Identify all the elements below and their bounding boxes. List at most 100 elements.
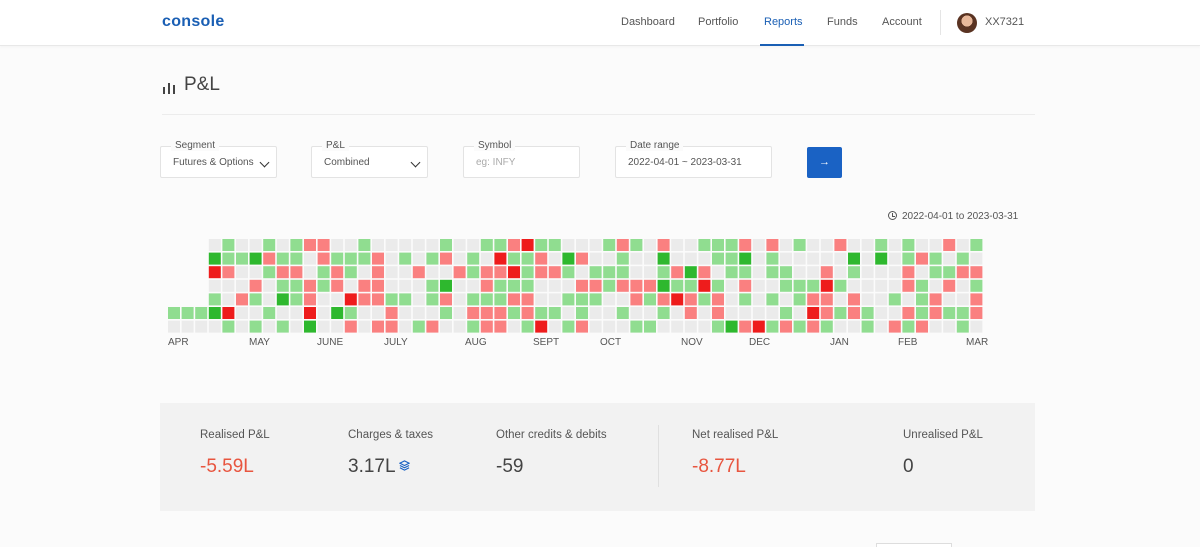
heatmap-day-cell[interactable] [440,239,452,251]
heatmap-day-cell[interactable] [480,307,493,319]
heatmap-day-cell[interactable] [766,266,779,279]
heatmap-day-cell[interactable] [820,320,833,333]
heatmap-day-cell[interactable] [304,279,316,292]
heatmap-day-cell[interactable] [249,252,262,265]
heatmap-day-cell[interactable] [372,252,384,265]
heatmap-day-cell[interactable] [548,279,561,292]
heatmap-day-cell[interactable] [630,320,643,333]
heatmap-day-cell[interactable] [548,293,561,306]
heatmap-day-cell[interactable] [453,320,466,333]
heatmap-day-cell[interactable] [453,252,466,265]
heatmap-day-cell[interactable] [521,239,534,251]
submit-button[interactable]: → [807,147,842,178]
bottom-control[interactable] [876,543,952,547]
heatmap-day-cell[interactable] [712,293,724,306]
heatmap-day-cell[interactable] [222,239,235,251]
heatmap-day-cell[interactable] [834,320,847,333]
heatmap-day-cell[interactable] [725,252,738,265]
heatmap-day-cell[interactable] [412,279,425,292]
heatmap-day-cell[interactable] [861,293,874,306]
heatmap-day-cell[interactable] [752,239,765,251]
heatmap-day-cell[interactable] [208,252,221,265]
heatmap-day-cell[interactable] [276,307,289,319]
heatmap-day-cell[interactable] [671,320,684,333]
heatmap-day-cell[interactable] [263,239,276,251]
heatmap-day-cell[interactable] [440,266,452,279]
heatmap-day-cell[interactable] [222,307,235,319]
heatmap-day-cell[interactable] [494,239,507,251]
heatmap-day-cell[interactable] [603,279,616,292]
heatmap-day-cell[interactable] [304,252,316,265]
heatmap-day-cell[interactable] [739,307,752,319]
heatmap-day-cell[interactable] [494,252,507,265]
heatmap-day-cell[interactable] [603,239,616,251]
heatmap-day-cell[interactable] [644,252,656,265]
heatmap-day-cell[interactable] [616,293,629,306]
heatmap-day-cell[interactable] [399,307,412,319]
heatmap-day-cell[interactable] [440,279,452,292]
heatmap-day-cell[interactable] [861,266,874,279]
heatmap-day-cell[interactable] [467,239,480,251]
heatmap-day-cell[interactable] [888,279,901,292]
heatmap-day-cell[interactable] [657,307,670,319]
heatmap-day-cell[interactable] [195,320,208,333]
heatmap-day-cell[interactable] [317,293,330,306]
heatmap-day-cell[interactable] [535,266,548,279]
heatmap-day-cell[interactable] [956,252,969,265]
heatmap-day-cell[interactable] [372,266,384,279]
heatmap-day-cell[interactable] [861,320,874,333]
heatmap-day-cell[interactable] [644,307,656,319]
heatmap-day-cell[interactable] [657,320,670,333]
heatmap-day-cell[interactable] [902,307,915,319]
heatmap-day-cell[interactable] [589,307,602,319]
heatmap-day-cell[interactable] [535,320,548,333]
heatmap-day-cell[interactable] [902,279,915,292]
heatmap-day-cell[interactable] [698,279,711,292]
heatmap-day-cell[interactable] [820,266,833,279]
heatmap-day-cell[interactable] [943,252,956,265]
heatmap-day-cell[interactable] [752,307,765,319]
heatmap-day-cell[interactable] [902,293,915,306]
heatmap-day-cell[interactable] [657,266,670,279]
heatmap-day-cell[interactable] [249,239,262,251]
heatmap-day-cell[interactable] [494,279,507,292]
heatmap-day-cell[interactable] [358,307,371,319]
heatmap-day-cell[interactable] [576,293,588,306]
heatmap-day-cell[interactable] [970,239,983,251]
heatmap-day-cell[interactable] [263,293,276,306]
heatmap-day-cell[interactable] [793,293,806,306]
heatmap-day-cell[interactable] [834,307,847,319]
heatmap-day-cell[interactable] [671,293,684,306]
heatmap-day-cell[interactable] [453,279,466,292]
heatmap-day-cell[interactable] [208,279,221,292]
heatmap-day-cell[interactable] [970,307,983,319]
heatmap-day-cell[interactable] [385,293,398,306]
heatmap-day-cell[interactable] [644,239,656,251]
heatmap-day-cell[interactable] [440,293,452,306]
heatmap-day-cell[interactable] [780,307,792,319]
heatmap-day-cell[interactable] [304,293,316,306]
heatmap-day-cell[interactable] [548,252,561,265]
heatmap-day-cell[interactable] [807,307,820,319]
heatmap-day-cell[interactable] [644,320,656,333]
heatmap-day-cell[interactable] [956,320,969,333]
heatmap-day-cell[interactable] [888,239,901,251]
heatmap-day-cell[interactable] [576,239,588,251]
layers-icon[interactable] [398,460,410,471]
heatmap-day-cell[interactable] [453,293,466,306]
heatmap-day-cell[interactable] [236,320,248,333]
heatmap-day-cell[interactable] [317,252,330,265]
heatmap-day-cell[interactable] [249,279,262,292]
nav-portfolio[interactable]: Portfolio [698,16,739,28]
heatmap-day-cell[interactable] [929,239,942,251]
heatmap-day-cell[interactable] [616,279,629,292]
heatmap-day-cell[interactable] [861,252,874,265]
heatmap-day-cell[interactable] [344,293,357,306]
heatmap-day-cell[interactable] [888,307,901,319]
heatmap-day-cell[interactable] [494,320,507,333]
heatmap-day-cell[interactable] [385,320,398,333]
heatmap-day-cell[interactable] [467,320,480,333]
heatmap-day-cell[interactable] [222,320,235,333]
heatmap-day-cell[interactable] [698,266,711,279]
heatmap-day-cell[interactable] [603,307,616,319]
